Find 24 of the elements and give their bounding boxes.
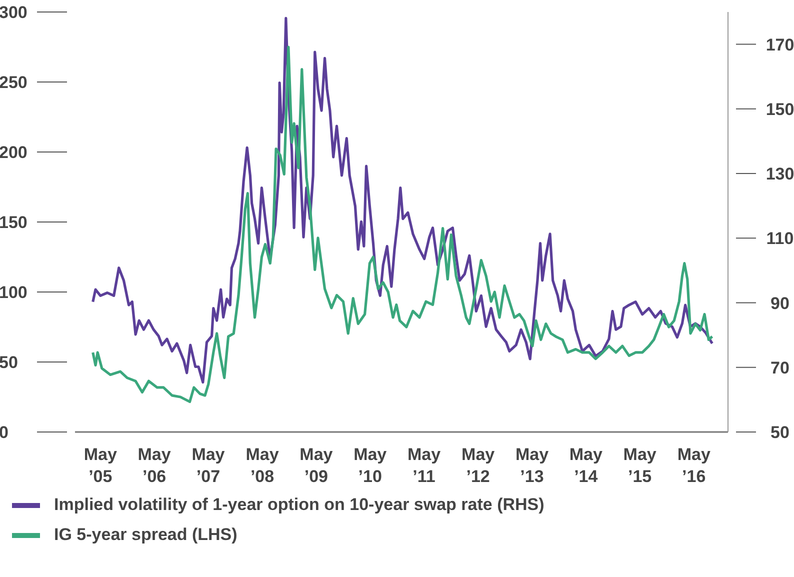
- y2-tick-label: 150: [766, 100, 794, 119]
- x-tick-label: May ’11: [407, 445, 442, 486]
- x-tick-label: May ’05: [84, 445, 118, 486]
- x-tick-label: May ’08: [246, 445, 280, 486]
- y2-tick-label: 50: [770, 423, 790, 442]
- x-tick-label: May ’07: [192, 445, 226, 486]
- y-tick-label: 150: [0, 213, 28, 232]
- x-tick-label: May ’15: [623, 445, 657, 486]
- x-tick-label: May ’14: [569, 445, 603, 486]
- legend-label: Implied volatility of 1-year option on 10-year swap rate (RHS): [54, 495, 544, 515]
- y-tick-label: 100: [0, 283, 28, 302]
- y2-tick-label: 170: [766, 35, 794, 54]
- y2-tick-label: 130: [766, 164, 794, 184]
- x-tick-label: May ’16: [677, 445, 711, 486]
- x-tick-label: May ’06: [138, 445, 172, 486]
- y2-tick-label: 110: [766, 229, 794, 248]
- x-tick-label: May ’09: [300, 445, 334, 486]
- x-tick-label: May ’13: [515, 445, 550, 486]
- y2-tick-label: 70: [770, 358, 790, 378]
- y2-tick-label: 90: [770, 294, 790, 313]
- legend-label: IG 5-year spread (LHS): [54, 525, 238, 545]
- x-tick-label: May ’12: [462, 445, 496, 486]
- x-tick-label: May ’10: [354, 445, 388, 486]
- y-tick-label: 0: [0, 423, 8, 442]
